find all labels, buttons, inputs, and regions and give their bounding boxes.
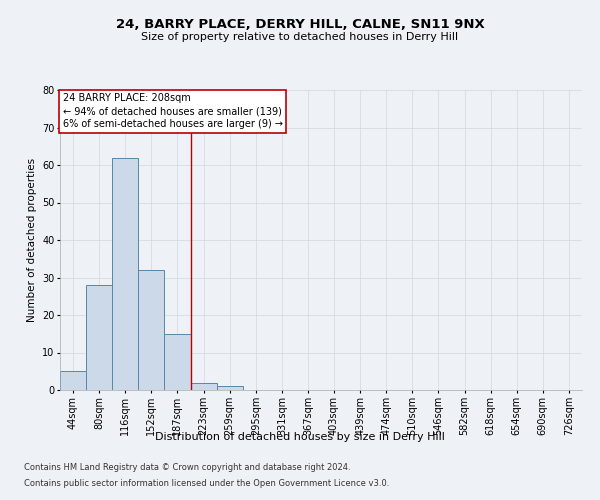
Bar [112, 158, 139, 390]
Bar [217, 386, 243, 390]
Bar [86, 285, 112, 390]
Text: 24 BARRY PLACE: 208sqm
← 94% of detached houses are smaller (139)
6% of semi-det: 24 BARRY PLACE: 208sqm ← 94% of detached… [62, 93, 283, 130]
Text: 24, BARRY PLACE, DERRY HILL, CALNE, SN11 9NX: 24, BARRY PLACE, DERRY HILL, CALNE, SN11… [116, 18, 484, 30]
Bar [164, 334, 191, 390]
Text: Size of property relative to detached houses in Derry Hill: Size of property relative to detached ho… [142, 32, 458, 42]
Bar [60, 371, 86, 390]
Bar [139, 270, 164, 390]
Bar [191, 382, 217, 390]
Text: Contains public sector information licensed under the Open Government Licence v3: Contains public sector information licen… [24, 478, 389, 488]
Text: Contains HM Land Registry data © Crown copyright and database right 2024.: Contains HM Land Registry data © Crown c… [24, 464, 350, 472]
Text: Distribution of detached houses by size in Derry Hill: Distribution of detached houses by size … [155, 432, 445, 442]
Y-axis label: Number of detached properties: Number of detached properties [26, 158, 37, 322]
